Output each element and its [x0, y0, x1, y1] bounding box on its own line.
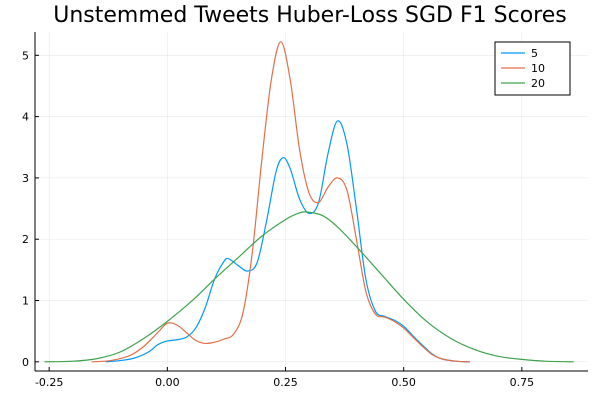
legend-label: 20	[531, 77, 545, 90]
series-line-20	[44, 211, 574, 363]
axes-layer: -0.25 0.00 0.25 0.50 0.75 0 1 2 3 4 5	[22, 32, 588, 389]
x-tick-label: 0.00	[155, 376, 180, 389]
x-tick-label: 0.75	[510, 376, 535, 389]
x-tick-label: 0.50	[391, 376, 416, 389]
x-tick-label: -0.25	[35, 376, 63, 389]
y-tick-label: 3	[22, 172, 29, 185]
series-line-5	[105, 120, 470, 363]
y-tick-label: 1	[22, 295, 29, 308]
series-line-10	[91, 41, 470, 363]
y-tick-label: 0	[22, 356, 29, 369]
x-tick-label: 0.25	[273, 376, 298, 389]
legend: 5 10 20	[494, 41, 571, 96]
legend-label: 5	[531, 47, 538, 60]
y-tick-label: 5	[22, 49, 29, 62]
legend-label: 10	[531, 62, 545, 75]
y-tick-label: 4	[22, 111, 29, 124]
series-layer	[44, 41, 574, 363]
y-tick-label: 2	[22, 233, 29, 246]
chart-title: Unstemmed Tweets Huber-Loss SGD F1 Score…	[53, 3, 566, 28]
